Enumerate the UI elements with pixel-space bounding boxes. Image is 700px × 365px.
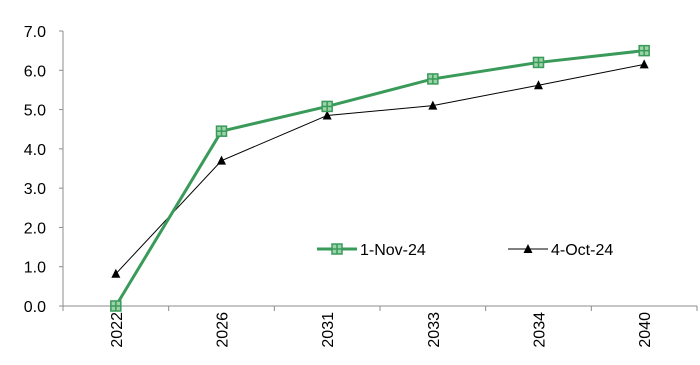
data-point <box>427 73 439 85</box>
data-point <box>331 243 343 255</box>
y-tick-label: 2.0 <box>24 220 46 237</box>
data-point <box>428 100 438 110</box>
x-tick-label: 2034 <box>532 312 549 348</box>
y-tick-label: 6.0 <box>24 63 46 80</box>
y-axis: 0.0 1.0 2.0 3.0 4.0 5.0 6.0 7.0 <box>24 24 64 316</box>
data-point <box>215 125 228 137</box>
data-point <box>217 155 226 165</box>
x-tick-label: 2031 <box>320 312 337 348</box>
series-line <box>115 63 645 275</box>
x-tick-label: 2026 <box>215 312 232 348</box>
legend: 1-Nov-24 4-Oct-24 <box>317 242 613 259</box>
x-tick-label: 2040 <box>637 312 654 348</box>
series-line <box>114 49 645 307</box>
y-tick-label: 0.0 <box>24 299 46 316</box>
y-tick-label: 3.0 <box>24 181 46 198</box>
x-axis: 2022 2026 2031 2033 2034 2040 <box>62 305 698 348</box>
legend-label: 1-Nov-24 <box>360 242 426 259</box>
data-point <box>532 56 545 69</box>
data-point <box>321 100 333 113</box>
y-tick-label: 1.0 <box>24 260 46 277</box>
y-tick-label: 4.0 <box>24 142 46 159</box>
data-point <box>523 244 533 253</box>
series-4-Oct-24 <box>111 59 649 278</box>
data-point <box>322 110 332 120</box>
x-tick-label: 2033 <box>426 312 443 348</box>
y-tick-label: 5.0 <box>24 103 46 120</box>
legend-label: 4-Oct-24 <box>551 242 613 259</box>
data-point <box>534 80 543 90</box>
legend-item: 1-Nov-24 <box>317 242 426 259</box>
data-point <box>638 44 650 57</box>
plot-area <box>110 44 650 312</box>
data-point <box>111 268 121 278</box>
x-tick-label: 2022 <box>109 312 126 348</box>
y-tick-label: 7.0 <box>24 24 46 41</box>
legend-item: 4-Oct-24 <box>508 242 613 259</box>
data-point <box>110 300 122 312</box>
data-point <box>639 59 649 69</box>
series-1-Nov-24 <box>110 44 650 312</box>
